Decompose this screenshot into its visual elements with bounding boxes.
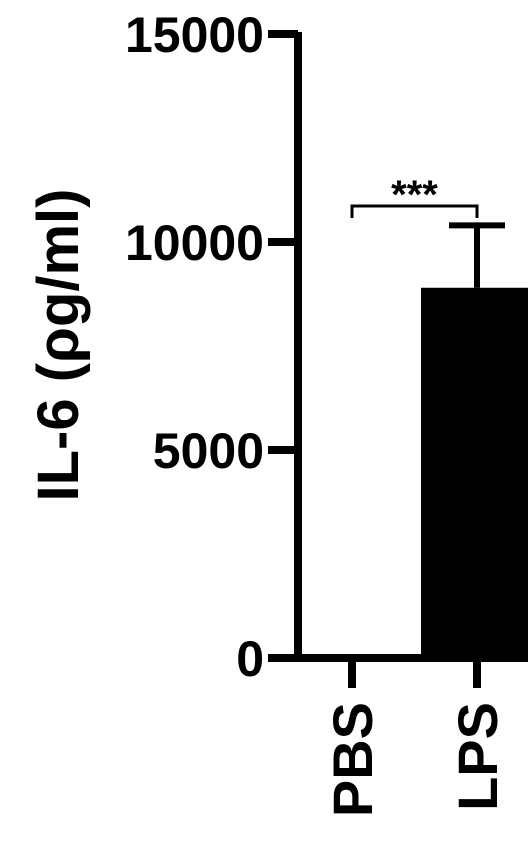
y-axis-title: IL-6 (ρg/ml) [26,189,91,502]
y-tick-label: 5000 [153,423,264,479]
y-tick-label: 10000 [125,215,264,271]
x-tick-label: LPS [446,702,509,811]
y-tick-label: 15000 [125,7,264,63]
y-tick-label: 0 [236,631,264,687]
x-tick-label: PBS [321,702,384,817]
bars [421,222,528,658]
x-axis: PBS LPS [294,654,528,817]
bar [421,287,528,658]
significance-bracket [350,204,479,218]
significance-label: *** [391,173,438,217]
y-axis: 0 5000 10000 15000 [125,7,302,687]
significance-annotation: *** [350,173,479,218]
